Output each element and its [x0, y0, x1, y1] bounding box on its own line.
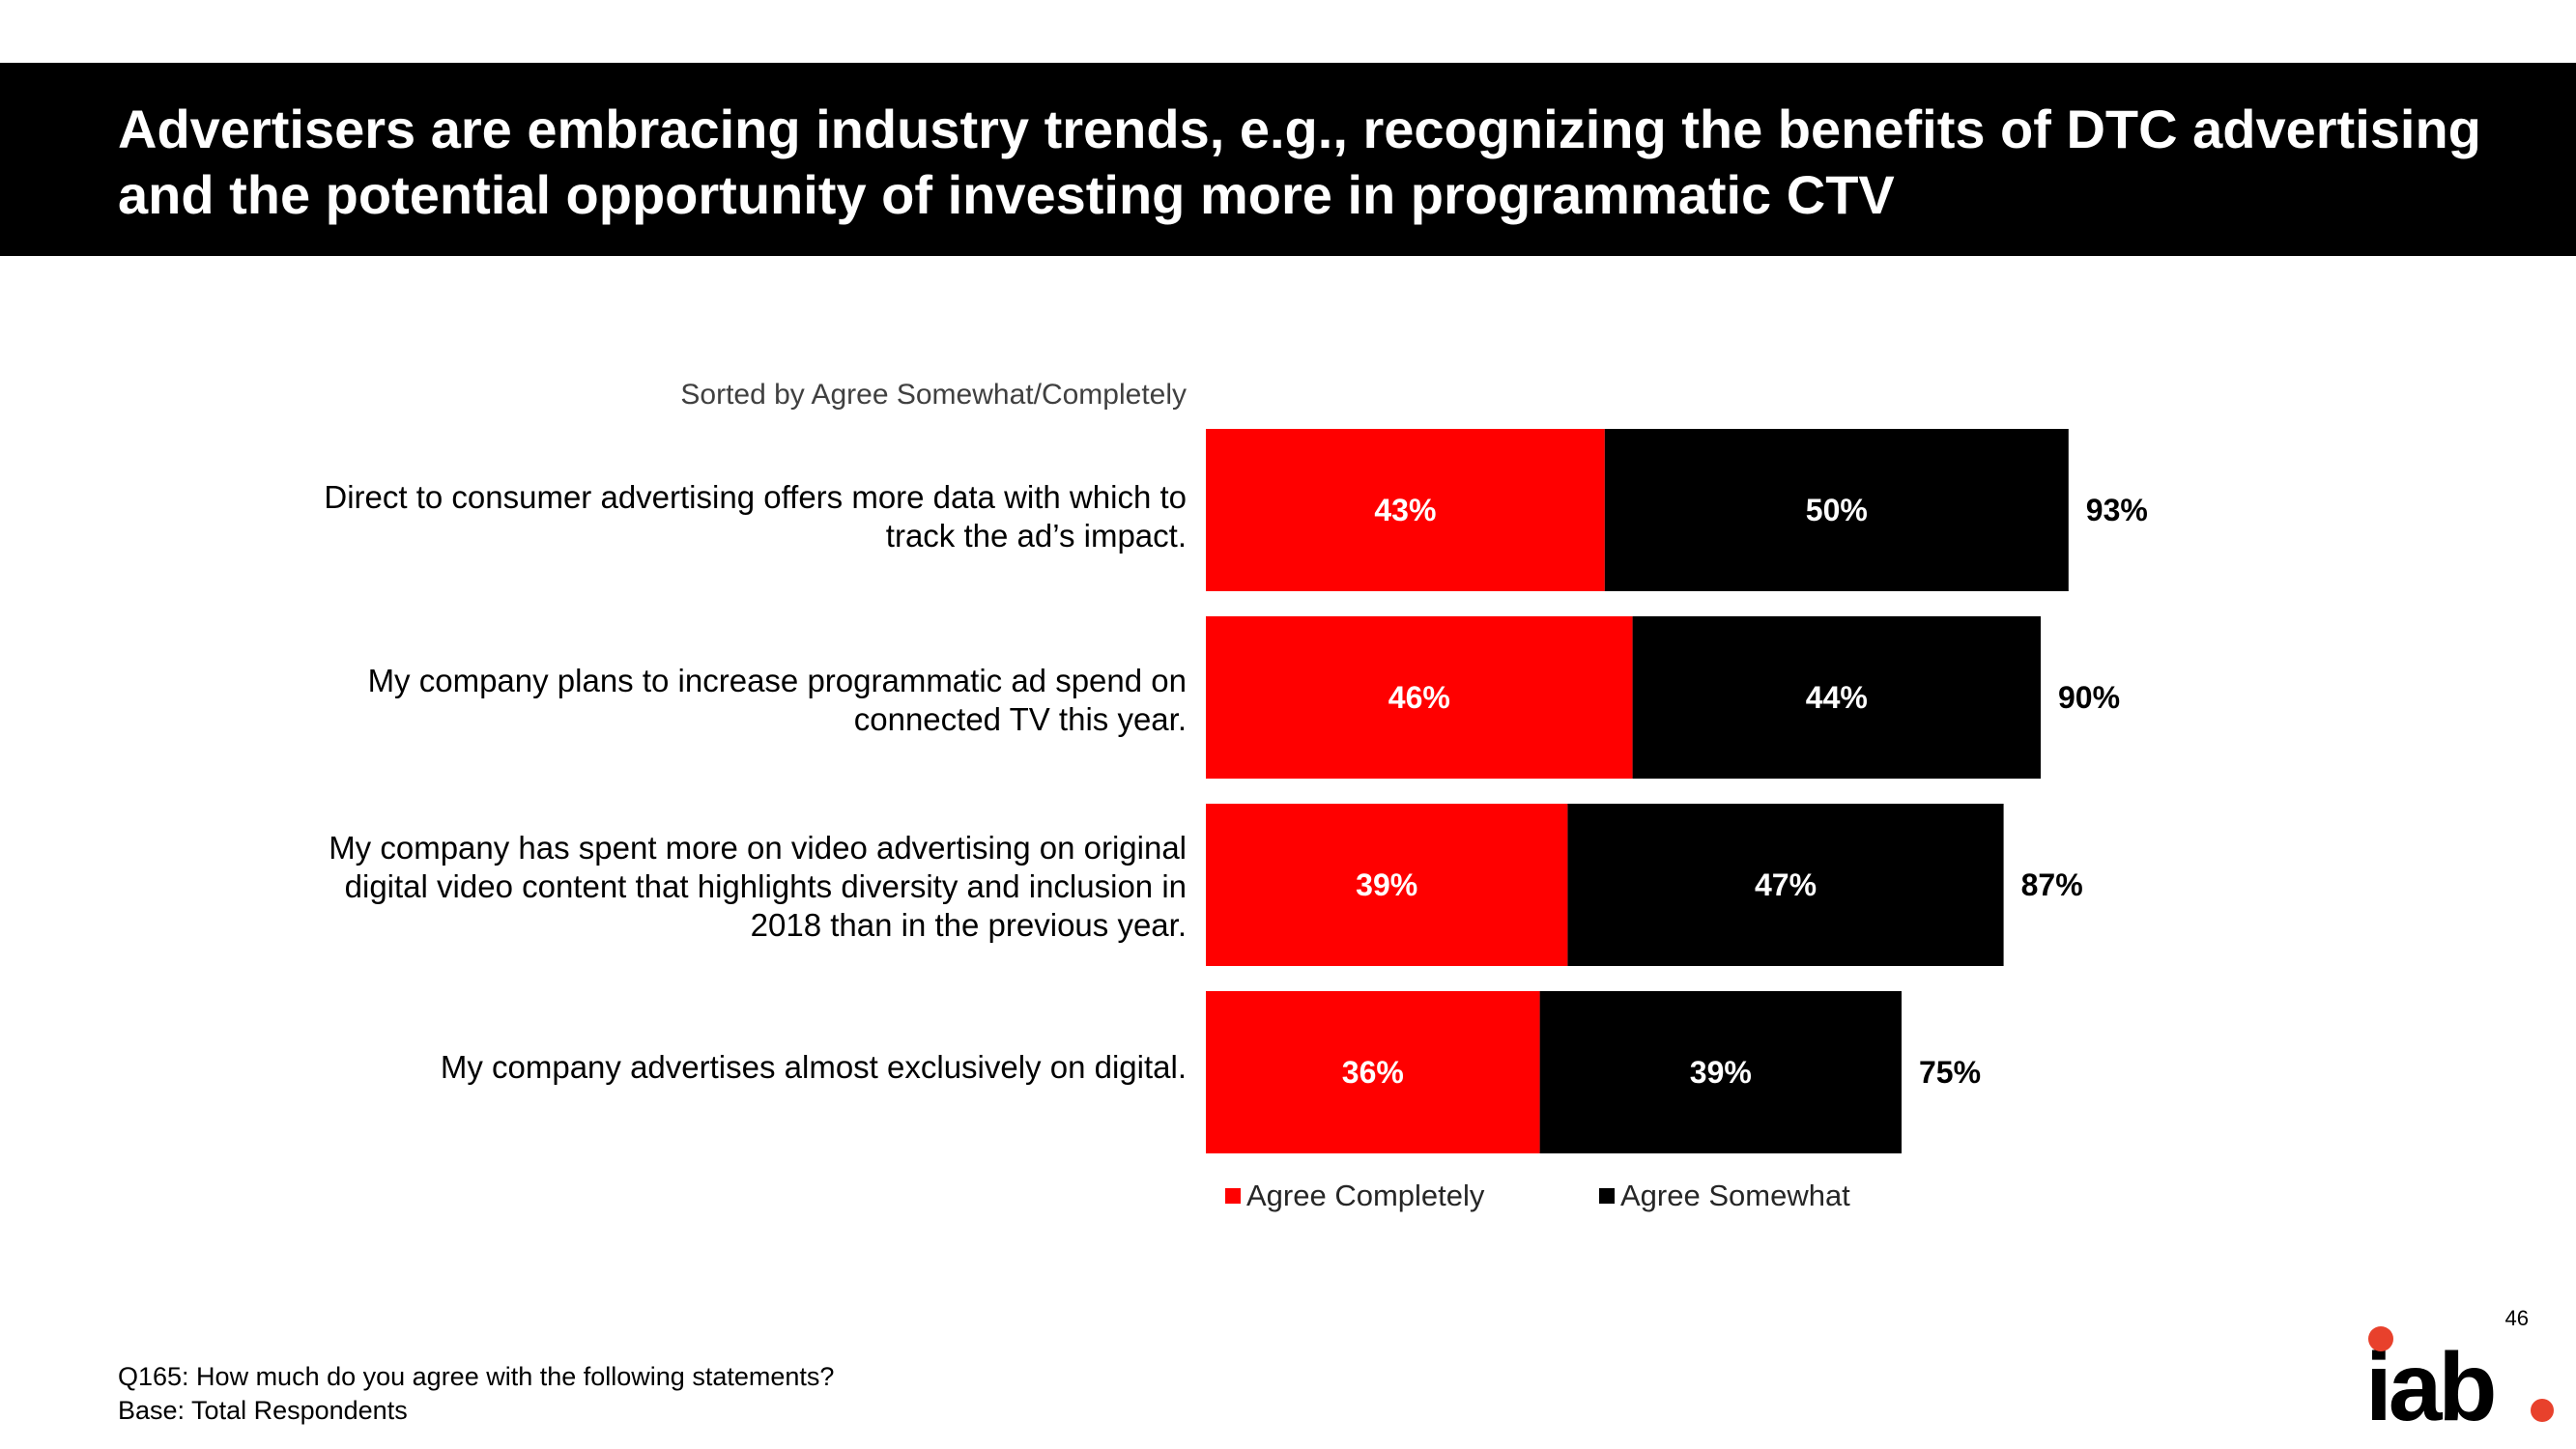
title-band: [0, 63, 2576, 256]
bar-value-label: 39%: [1356, 867, 1417, 902]
page-number: 46: [2504, 1306, 2529, 1330]
bar-value-label: 44%: [1806, 680, 1868, 715]
statement-label: Direct to consumer advertising offers mo…: [324, 479, 1187, 554]
bar-value-label: 47%: [1755, 867, 1817, 902]
bar-agree-completely: [1206, 429, 1605, 591]
total-value-label: 87%: [2021, 867, 2083, 902]
bar-agree-somewhat: [1604, 429, 2069, 591]
statement-label: My company advertises almost exclusively…: [440, 1049, 1187, 1085]
legend-agree-somewhat: Agree Somewhat: [1599, 1179, 1850, 1213]
legend-label: Agree Completely: [1246, 1179, 1485, 1212]
iab-logo-dot-top: [2368, 1326, 2393, 1351]
bar-value-label: 50%: [1806, 493, 1868, 527]
total-value-label: 90%: [2058, 680, 2120, 715]
statement-label: My company plans to increase programmati…: [367, 663, 1187, 737]
bar-agree-completely: [1206, 616, 1633, 779]
legend-agree-completely: Agree Completely: [1225, 1179, 1484, 1213]
bar-agree-completely: [1206, 804, 1568, 966]
total-value-label: 93%: [2086, 493, 2148, 527]
slide-title: Advertisers are embracing industry trend…: [118, 99, 2481, 225]
bar-agree-completely: [1206, 991, 1540, 1153]
total-value-label: 75%: [1919, 1055, 1981, 1090]
sort-note: Sorted by Agree Somewhat/Completely: [680, 379, 1187, 411]
bar-value-label: 36%: [1342, 1055, 1404, 1090]
bar-agree-somewhat: [1632, 616, 2041, 779]
bar-value-label: 46%: [1388, 680, 1450, 715]
bar-agree-somewhat: [1567, 804, 2004, 966]
iab-logo: iab: [2365, 1326, 2554, 1430]
footnote: Q165: How much do you agree with the fol…: [118, 1360, 834, 1428]
footnote-question: Q165: How much do you agree with the fol…: [118, 1362, 835, 1391]
bar-agree-somewhat: [1539, 991, 1902, 1153]
legend-swatch-black: [1599, 1188, 1615, 1204]
bar-value-label: 43%: [1374, 493, 1436, 527]
legend-swatch-red: [1225, 1188, 1241, 1204]
legend-label: Agree Somewhat: [1620, 1179, 1850, 1212]
bar-value-label: 39%: [1690, 1055, 1752, 1090]
iab-logo-dot-end: [2531, 1399, 2554, 1422]
statement-label: My company has spent more on video adver…: [329, 830, 1187, 943]
footnote-base: Base: Total Respondents: [118, 1396, 408, 1425]
